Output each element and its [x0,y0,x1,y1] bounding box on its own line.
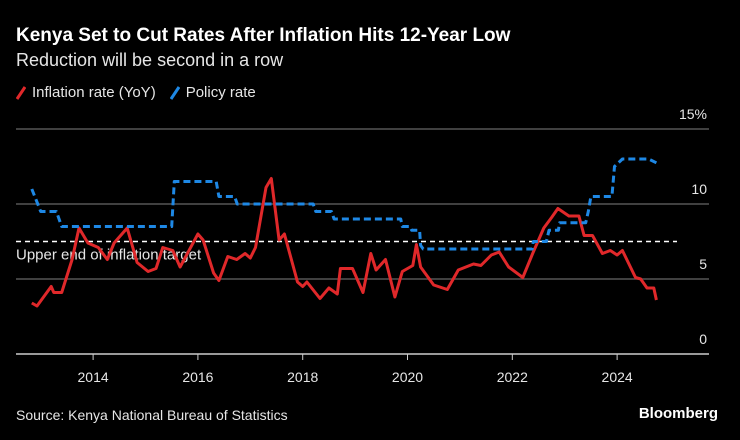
y-tick-label: 10 [691,181,707,197]
y-tick-label: 0 [699,331,707,347]
x-tick-label: 2014 [78,369,109,385]
inflation-rate-line [31,177,658,308]
legend-label-inflation: Inflation rate (YoY) [32,84,156,101]
legend: Inflation rate (YoY) Policy rate [16,84,256,101]
y-tick-label: 15% [679,106,707,122]
x-tick-label: 2022 [497,369,528,385]
bloomberg-logo: Bloomberg [638,405,718,422]
legend-item-policy: Policy rate [169,84,256,101]
chart-title: Kenya Set to Cut Rates After Inflation H… [16,25,511,46]
chart-subtitle: Reduction will be second in a row [16,50,284,70]
x-tick-label: 2018 [287,369,318,385]
policy-rate-line [30,157,658,251]
legend-item-inflation: Inflation rate (YoY) [16,84,156,101]
source-note: Source: Kenya National Bureau of Statist… [16,407,288,423]
x-tick-label: 2024 [602,369,633,385]
y-tick-label: 5 [699,256,707,272]
x-tick-label: 2020 [392,369,423,385]
legend-label-policy: Policy rate [185,84,256,101]
legend-swatch-policy [169,85,180,100]
x-tick-label: 2016 [182,369,213,385]
legend-swatch-inflation [16,85,26,100]
